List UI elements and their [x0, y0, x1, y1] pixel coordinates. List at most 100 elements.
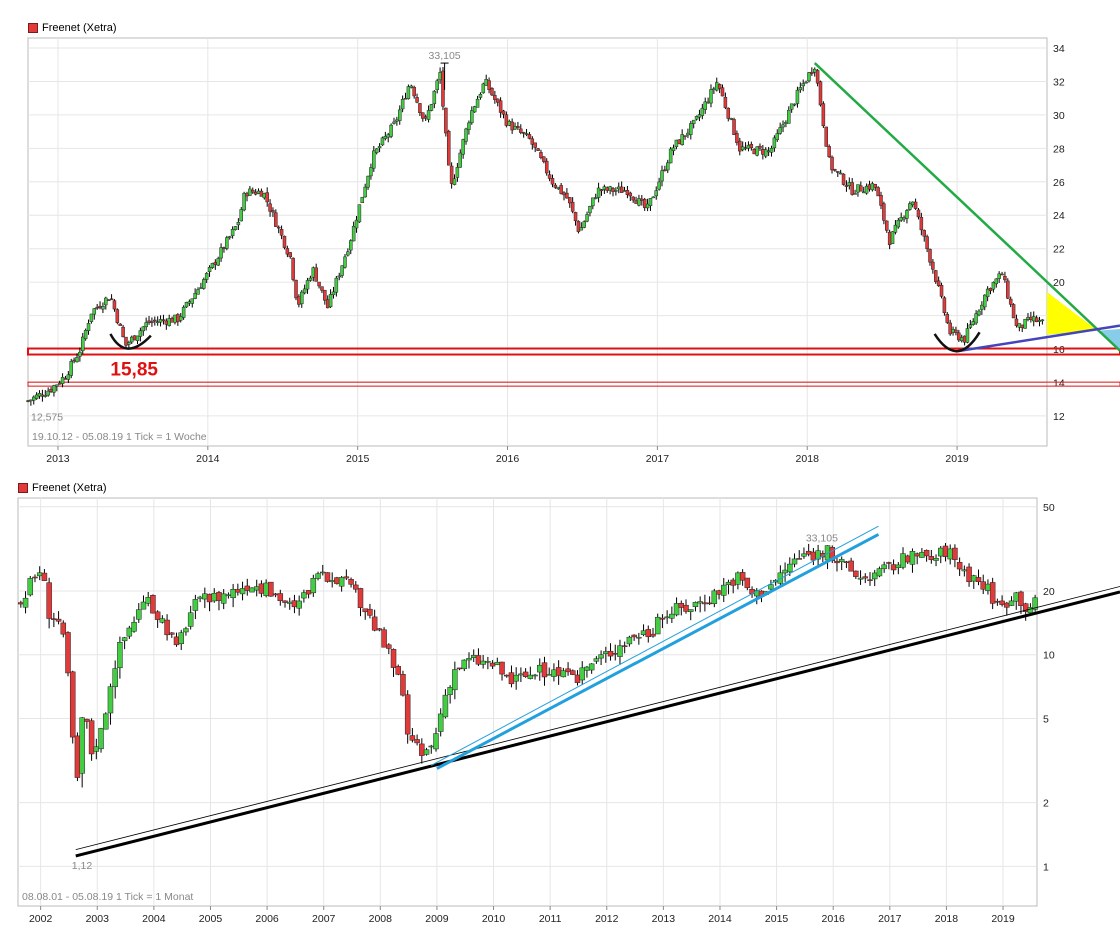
- candle-body: [398, 109, 402, 121]
- y-tick-label: 22: [1053, 244, 1065, 256]
- candle-body: [455, 167, 460, 178]
- candle-body: [144, 322, 148, 328]
- candle-body: [1006, 280, 1010, 299]
- candle-body: [654, 190, 658, 197]
- candle-body: [495, 98, 500, 103]
- candle-body: [758, 145, 762, 149]
- candle-body: [942, 297, 947, 314]
- candle-body: [732, 119, 736, 135]
- y-tick-label: 5: [1043, 713, 1049, 725]
- candle-body: [723, 96, 728, 108]
- candle-body: [52, 385, 56, 393]
- x-tick-label: 2006: [255, 913, 279, 925]
- y-tick-label: 50: [1043, 502, 1055, 514]
- candle-body: [801, 553, 807, 557]
- x-tick-label: 2018: [935, 913, 959, 925]
- candle-body: [755, 146, 759, 156]
- candle-body: [1013, 592, 1019, 602]
- candle-body: [184, 302, 189, 308]
- candle-body: [480, 660, 486, 665]
- candle-body: [285, 248, 290, 255]
- candle-body: [169, 632, 175, 635]
- candle-body: [164, 619, 170, 636]
- y-tick-label: 20: [1043, 586, 1055, 598]
- candle-body: [106, 299, 111, 301]
- support-band-main: [27, 347, 1120, 356]
- candle-body: [518, 673, 524, 676]
- y-tick-label: 20: [1053, 277, 1065, 289]
- candle-body: [239, 209, 244, 222]
- candle-body: [910, 201, 915, 205]
- candle-body: [192, 599, 199, 611]
- candle-body: [294, 279, 298, 299]
- candle-body: [611, 188, 615, 192]
- candle-body: [795, 89, 800, 104]
- candle-body: [919, 552, 925, 558]
- candle-body: [135, 335, 140, 341]
- candle-body: [93, 746, 100, 752]
- candle-body: [489, 662, 496, 667]
- candle-body: [357, 588, 364, 608]
- candle-body: [971, 321, 975, 325]
- candle-body: [26, 400, 30, 402]
- candle-body: [787, 563, 793, 573]
- legend-swatch-icon: [18, 483, 28, 493]
- candle-body: [714, 82, 719, 91]
- candle-body: [810, 551, 817, 561]
- candle-body: [406, 86, 411, 100]
- candle-body: [187, 301, 192, 304]
- candle-body: [216, 592, 222, 601]
- candle-body: [922, 230, 926, 237]
- candle-body: [400, 673, 406, 696]
- candle-body: [933, 558, 939, 561]
- candle-body: [763, 149, 768, 157]
- candle-body: [692, 602, 699, 608]
- candle-body: [668, 148, 673, 164]
- candle-body: [631, 196, 635, 201]
- candle-body: [328, 294, 333, 308]
- candle-body: [89, 313, 94, 322]
- candle-body: [815, 70, 820, 84]
- x-tick-label: 2016: [822, 913, 846, 925]
- candle-body: [268, 203, 272, 212]
- candle-body: [598, 654, 604, 659]
- candle-body: [680, 134, 684, 146]
- candle-body: [582, 221, 586, 228]
- candle-body: [351, 225, 356, 242]
- candle-body: [428, 745, 435, 748]
- candle-body: [300, 291, 304, 305]
- candle-body: [249, 587, 255, 593]
- candle-body: [190, 298, 195, 304]
- candle-body: [607, 650, 614, 657]
- candle-body: [853, 570, 859, 577]
- candle-body: [928, 249, 932, 263]
- candle-body: [338, 577, 345, 587]
- candle-body: [856, 184, 860, 193]
- candle-body: [781, 124, 785, 128]
- x-tick-label: 2015: [346, 453, 370, 465]
- candle-body: [395, 119, 399, 122]
- candle-body: [838, 559, 845, 563]
- candle-body: [697, 114, 702, 118]
- candle-body: [305, 590, 312, 595]
- candle-body: [810, 71, 814, 74]
- candle-body: [588, 206, 592, 214]
- candle-body: [380, 137, 385, 146]
- candle-body: [301, 592, 307, 599]
- candle-body: [55, 384, 59, 387]
- candle-body: [971, 575, 977, 582]
- candle-body: [251, 189, 255, 193]
- candle-body: [297, 296, 301, 305]
- candle-body: [621, 645, 628, 647]
- candle-body: [461, 139, 465, 155]
- candle-body: [631, 634, 637, 638]
- candle-body: [233, 226, 238, 230]
- candle-body: [197, 596, 203, 599]
- candle-body: [245, 193, 249, 197]
- candle-body: [536, 148, 540, 151]
- candle-body: [626, 636, 633, 645]
- candle-body: [141, 326, 146, 332]
- candle-body: [1027, 607, 1034, 614]
- candle-body: [150, 595, 156, 614]
- candle-body: [95, 306, 99, 309]
